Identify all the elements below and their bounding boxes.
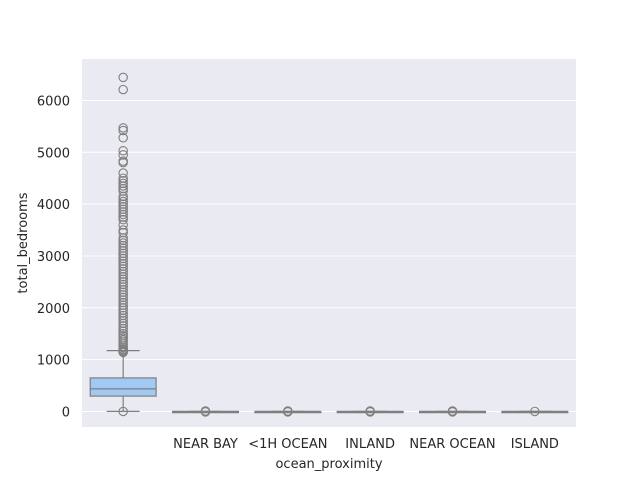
outlier-point [118, 212, 128, 222]
y-tick-label: 5000 [37, 146, 70, 161]
outlier-point [118, 315, 128, 326]
outlier-point [118, 269, 128, 279]
outlier-point [118, 173, 128, 183]
box-3 [254, 406, 322, 417]
box-1 [89, 72, 157, 417]
outlier-point [365, 407, 375, 417]
outlier-point [118, 292, 128, 303]
outlier-point [118, 284, 128, 295]
outlier-point [118, 176, 128, 186]
outlier-point [118, 406, 128, 417]
outlier-point [118, 186, 128, 196]
outlier-point [118, 274, 128, 285]
outlier-point [118, 264, 128, 274]
y-tick-label: 2000 [37, 302, 70, 317]
outlier-point [118, 123, 128, 133]
outlier-point [447, 407, 458, 417]
box-6 [501, 406, 569, 417]
outlier-point [118, 196, 128, 207]
y-tick-label: 4000 [37, 198, 70, 213]
outlier-point [118, 150, 128, 160]
outlier-point [118, 253, 128, 264]
outlier-point [118, 156, 128, 166]
outlier-point [118, 300, 128, 310]
outlier-point [118, 207, 128, 217]
outlier-point [118, 194, 128, 204]
outlier-point [118, 251, 128, 261]
y-tick-label: 3000 [37, 250, 70, 265]
outlier-point [118, 313, 128, 323]
outlier-point [118, 326, 128, 336]
outlier-point [118, 225, 128, 235]
outlier-point [118, 246, 128, 256]
outlier-point [118, 238, 128, 248]
outlier-point [118, 133, 128, 143]
outlier-point [118, 328, 128, 339]
y-tick-label: 1000 [37, 354, 70, 369]
outlier-point [118, 248, 128, 259]
outlier-point [118, 209, 128, 220]
outlier-point [118, 266, 128, 277]
x-tick-label: NEAR BAY [173, 437, 238, 452]
x-tick-label: NEAR OCEAN [409, 437, 495, 452]
box-5 [418, 406, 487, 417]
outlier-point [118, 214, 128, 225]
outlier-point [118, 308, 128, 318]
outlier-point [283, 407, 293, 417]
plot-background [82, 59, 576, 427]
x-tick-labels: NEAR BAY <1H OCEAN INLAND NEAR OCEAN ISLAND [173, 437, 559, 452]
outlier-point [118, 191, 128, 202]
outlier-point [118, 279, 128, 290]
outlier-point [118, 84, 128, 95]
x-tick-label: ISLAND [511, 437, 559, 452]
y-tick-labels: 0 1000 2000 3000 4000 5000 6000 [37, 94, 70, 420]
x-axis-label: ocean_proximity [275, 457, 382, 472]
outlier-point [118, 183, 128, 194]
outlier-point [118, 72, 128, 83]
y-tick-label: 0 [62, 405, 70, 420]
outlier-point [118, 303, 128, 313]
box-4 [336, 406, 404, 417]
outlier-point [118, 297, 128, 308]
outlier-point [118, 277, 128, 287]
y-tick-label: 6000 [37, 94, 70, 109]
outlier-point [118, 305, 128, 316]
outlier-point [118, 233, 128, 243]
outlier-point [118, 145, 128, 156]
outlier-point [118, 321, 128, 331]
outlier-point [118, 178, 128, 189]
x-tick-label: <1H OCEAN [248, 437, 327, 452]
outlier-point [118, 323, 128, 334]
outlier-point [200, 407, 211, 417]
outlier-point [118, 125, 128, 136]
outlier-point [118, 310, 128, 321]
outlier-point [118, 220, 128, 230]
gridlines [82, 99, 576, 412]
box-series [89, 72, 569, 417]
x-tick-label: INLAND [345, 437, 395, 452]
outlier-point [118, 201, 128, 212]
outlier-point [118, 295, 128, 305]
outlier-point [118, 261, 128, 272]
box-2 [171, 406, 240, 417]
outlier-point [118, 271, 128, 282]
outlier-point [118, 243, 128, 253]
outlier-point [118, 256, 128, 266]
outlier-point [118, 258, 128, 269]
outlier-point [118, 287, 128, 297]
outlier-point [118, 290, 128, 300]
outlier-point [118, 199, 128, 209]
outlier-point [118, 240, 128, 251]
outlier-point [118, 168, 128, 178]
outlier-point [118, 181, 128, 191]
outlier-point [118, 318, 128, 329]
outlier-point [118, 204, 128, 215]
box-iqr [89, 377, 157, 397]
outlier-point [118, 227, 128, 238]
outlier-point [530, 406, 540, 417]
outlier-point [118, 282, 128, 292]
y-axis-label: total_bedrooms [16, 192, 31, 293]
outlier-point [118, 235, 128, 246]
